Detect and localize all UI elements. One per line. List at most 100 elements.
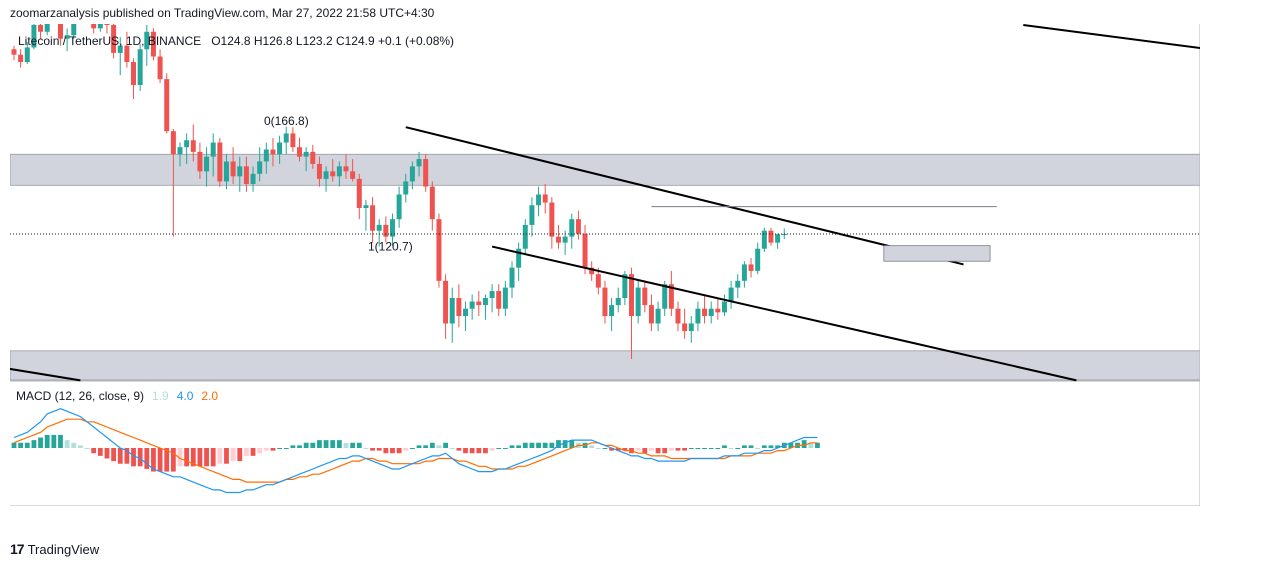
- macd-histogram-bar: [230, 448, 236, 462]
- macd-histogram-bar: [423, 445, 429, 448]
- candle-body: [695, 308, 701, 324]
- macd-histogram-bar: [330, 440, 336, 448]
- candle-body: [270, 149, 276, 155]
- macd-histogram-bar: [124, 448, 130, 464]
- publisher-line: zoomarzanalysis published on TradingView…: [10, 6, 435, 20]
- macd-histogram-bar: [18, 442, 24, 448]
- tradingview-brand[interactable]: 17 TradingView: [10, 541, 99, 557]
- candle-body: [761, 230, 767, 249]
- candle-body: [416, 159, 422, 167]
- macd-histogram-bar: [131, 448, 136, 467]
- macd-histogram-bar: [363, 448, 369, 449]
- macd-histogram-bar: [695, 448, 701, 449]
- candle-body: [668, 284, 674, 309]
- macd-histogram-bar: [768, 445, 774, 448]
- chart-frame[interactable]: 85.093.0103.0113.0140.0160.0180.0200.022…: [0, 0, 1280, 524]
- candle-body: [323, 171, 329, 179]
- macd-histogram-bar: [516, 445, 522, 448]
- fib-label-bottom: 1(120.7): [368, 240, 413, 254]
- candle-body: [648, 305, 654, 324]
- candle-body: [702, 308, 708, 317]
- candle-body: [496, 291, 502, 309]
- macd-histogram-bar: [24, 442, 30, 448]
- macd-histogram-bar: [151, 448, 156, 472]
- macd-histogram-bar: [383, 448, 389, 454]
- candle-body: [257, 161, 263, 174]
- candle-body: [655, 308, 661, 324]
- candle-body: [376, 224, 382, 231]
- macd-histogram-bar: [244, 448, 249, 456]
- macd-histogram-bar: [390, 448, 395, 454]
- macd-histogram-bar: [410, 448, 415, 449]
- candle-body: [569, 219, 575, 237]
- macd-histogram-bar: [675, 448, 681, 451]
- candle-body: [549, 202, 555, 237]
- macd-histogram-bar: [522, 442, 528, 448]
- candle-body: [44, 8, 50, 32]
- macd-histogram-bar: [649, 448, 654, 451]
- candle-body: [609, 305, 615, 317]
- macd-histogram-bar: [509, 445, 515, 448]
- macd-histogram-bar: [502, 448, 508, 449]
- macd-histogram-bar: [190, 448, 196, 467]
- macd-histogram-bar: [742, 445, 747, 448]
- candle-body: [562, 236, 568, 243]
- chart-canvas[interactable]: 85.093.0103.0113.0140.0160.0180.0200.022…: [0, 0, 1280, 524]
- macd-histogram-bar: [403, 448, 409, 451]
- candle-body: [184, 140, 190, 148]
- candle-body: [277, 142, 283, 155]
- candle-body: [24, 47, 30, 63]
- macd-histogram-bar: [396, 448, 402, 454]
- macd-histogram-bar: [801, 440, 807, 448]
- macd-histogram-bar: [463, 448, 468, 454]
- macd-histogram-bar: [323, 440, 329, 448]
- candle-body: [575, 219, 581, 234]
- candle-body: [350, 171, 356, 179]
- macd-histogram-bar: [217, 448, 223, 464]
- candle-body: [310, 151, 316, 164]
- candle-body: [370, 205, 376, 231]
- macd-histogram-bar: [78, 445, 83, 448]
- candle-body: [343, 166, 349, 172]
- candle-body: [682, 323, 688, 332]
- candle-body: [529, 205, 535, 225]
- highlight-box: [883, 245, 991, 262]
- macd-histogram-bar: [456, 448, 462, 451]
- candle-body: [715, 308, 721, 313]
- candle-body: [436, 219, 442, 281]
- macd-histogram-bar: [529, 442, 535, 448]
- macd-histogram-bar: [536, 442, 541, 448]
- macd-histogram-bar: [31, 440, 37, 448]
- macd-histogram-bar: [429, 442, 435, 448]
- macd-histogram-bar: [11, 442, 17, 448]
- macd-value: 2.0: [201, 389, 218, 403]
- macd-histogram-bar: [469, 448, 475, 454]
- macd-histogram-bar: [64, 440, 70, 448]
- macd-histogram-bar: [197, 448, 203, 467]
- candle-body: [688, 323, 694, 332]
- candle-body: [210, 142, 216, 157]
- macd-histogram-bar: [317, 440, 322, 448]
- candle-body: [170, 131, 176, 155]
- macd-histogram-bar: [443, 442, 448, 448]
- candle-body: [243, 166, 249, 184]
- candles-layer: [11, 0, 787, 360]
- candle-body: [144, 31, 150, 50]
- macd-histogram-bar: [336, 440, 342, 448]
- macd-histogram-bar: [170, 448, 176, 472]
- price-axis: 85.093.0103.0113.0140.0160.0180.0200.022…: [10, 20, 1280, 507]
- macd-histogram-bar: [290, 445, 296, 448]
- candle-body: [516, 248, 522, 268]
- macd-histogram-bar: [761, 445, 767, 448]
- macd-histogram-bar: [51, 434, 57, 448]
- macd-histogram-bar: [370, 448, 375, 451]
- macd-histogram-bar: [224, 448, 229, 464]
- candle-body: [582, 233, 588, 268]
- candle-body: [721, 301, 727, 313]
- candle-body: [336, 166, 342, 177]
- candle-body: [595, 274, 601, 288]
- candle-body: [489, 291, 495, 299]
- macd-histogram-bar: [436, 445, 442, 448]
- macd-histogram-bar: [722, 445, 727, 448]
